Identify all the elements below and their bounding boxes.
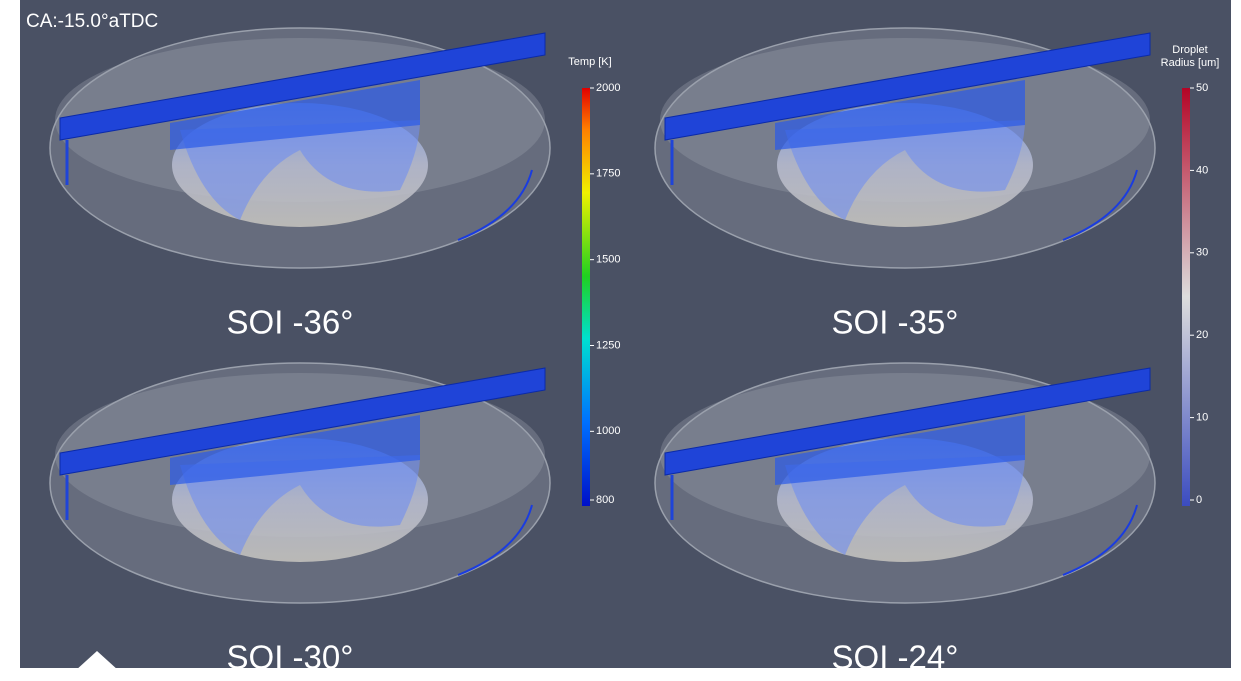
colorbar-tick-label: 800 (596, 494, 614, 506)
title: CA:-15.0°aTDC (26, 11, 158, 32)
colorbar-tick-label: 0 (1196, 494, 1202, 506)
colorbar-title: Temp [K] (568, 56, 611, 68)
colorbar-title: Radius [um] (1161, 57, 1220, 69)
colorbar-tick-label: 40 (1196, 164, 1208, 176)
panel-label: SOI -35° (832, 304, 959, 341)
panel-label: SOI -30° (227, 639, 354, 676)
colorbar-title: Droplet (1172, 44, 1207, 56)
colorbar (1182, 88, 1190, 506)
panel-label: SOI -36° (227, 304, 354, 341)
colorbar-tick-label: 30 (1196, 247, 1208, 259)
colorbar-tick-label: 20 (1196, 329, 1208, 341)
colorbar-tick-label: 2000 (596, 82, 620, 94)
colorbar-tick-label: 1500 (596, 254, 620, 266)
panel-label: SOI -24° (832, 639, 959, 676)
colorbar-tick-label: 50 (1196, 82, 1208, 94)
colorbar (582, 88, 590, 506)
colorbar-tick-label: 10 (1196, 412, 1208, 424)
page: SOI -36° SOI -35° SOI -30° SOI -24° CA:-15.… (0, 0, 1241, 681)
scene: SOI -36° SOI -35° SOI -30° SOI -24° CA:-15.… (0, 0, 1241, 681)
colorbar-tick-label: 1250 (596, 339, 620, 351)
colorbar-tick-label: 1000 (596, 425, 620, 437)
colorbar-tick-label: 1750 (596, 168, 620, 180)
